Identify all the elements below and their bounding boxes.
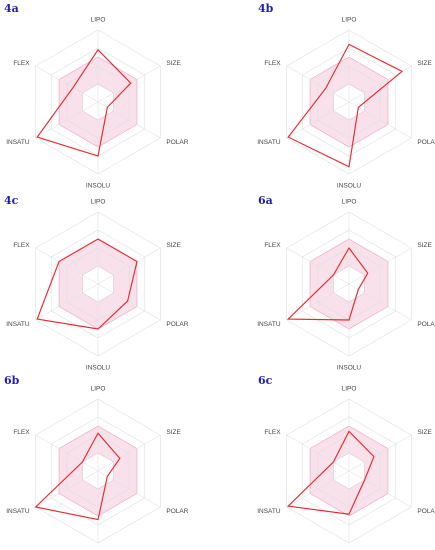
axis-label-lipo: LIPO <box>342 199 357 206</box>
axis-label-size: SIZE <box>166 242 181 249</box>
compound-profile-line <box>286 246 369 321</box>
axis-label-polar: POLAR <box>166 139 188 146</box>
axis-spoke <box>35 283 99 321</box>
axis-label-lipo: LIPO <box>342 17 357 24</box>
axis-label-lipo: LIPO <box>342 386 357 393</box>
axis-label-polar: POLAR <box>166 508 188 515</box>
axis-spoke <box>35 434 99 472</box>
axis-spoke <box>348 470 412 508</box>
radar-panel-4c: 4c LIPO SIZE POLAR INSOLU INSATU FLEX <box>4 194 189 372</box>
axis-spoke <box>35 65 99 103</box>
panel-title: 4c <box>4 194 19 207</box>
axis-label-insatu: INSATU <box>257 508 281 515</box>
axis-label-lipo: LIPO <box>91 386 106 393</box>
axis-spoke <box>286 65 350 103</box>
panel-title: 6c <box>258 374 273 387</box>
axis-label-insatu: INSATU <box>6 139 30 146</box>
axis-label-insatu: INSATU <box>6 508 30 515</box>
axis-label-insolu: INSOLU <box>337 365 362 372</box>
panel-title: 4b <box>258 2 274 15</box>
axis-label-size: SIZE <box>417 60 432 67</box>
compound-profile-line <box>36 48 132 157</box>
axis-spoke <box>97 247 161 285</box>
axis-spoke <box>35 101 99 139</box>
axis-spoke <box>286 283 350 321</box>
axis-label-flex: FLEX <box>264 429 281 436</box>
panel-title: 4a <box>4 2 19 15</box>
radar-panel-4b: 4b LIPO SIZE POLAR INSOLU INSATU FLEX <box>257 2 435 190</box>
axis-label-polar: POLAR <box>417 508 435 515</box>
axis-spoke <box>97 434 161 472</box>
panel-title: 6a <box>258 194 273 207</box>
axis-spoke <box>286 247 350 285</box>
axis-label-flex: FLEX <box>13 242 30 249</box>
axis-label-size: SIZE <box>166 429 181 436</box>
radar-panel-6b: 6bLIPOSIZEPOLARINSOLUINSATUFLEX <box>4 374 189 544</box>
axis-spoke <box>97 470 161 508</box>
axis-label-polar: POLAR <box>417 139 435 146</box>
axis-label-flex: FLEX <box>264 60 281 67</box>
axis-label-polar: POLAR <box>417 321 435 328</box>
axis-label-insolu: INSOLU <box>86 365 111 372</box>
axis-label-size: SIZE <box>166 60 181 67</box>
radar-panel-6c: 6cLIPOSIZEPOLARINSOLUINSATUFLEX <box>257 374 435 544</box>
axis-spoke <box>348 434 412 472</box>
axis-label-flex: FLEX <box>13 60 30 67</box>
axis-spoke <box>348 101 412 139</box>
axis-label-insatu: INSATU <box>257 321 281 328</box>
axis-label-flex: FLEX <box>264 242 281 249</box>
compound-profile-line <box>36 238 138 330</box>
axis-label-insolu: INSOLU <box>337 183 362 190</box>
axis-spoke <box>348 247 412 285</box>
axis-label-lipo: LIPO <box>91 199 106 206</box>
axis-spoke <box>97 283 161 321</box>
axis-label-insolu: INSOLU <box>86 183 111 190</box>
axis-label-size: SIZE <box>417 242 432 249</box>
axis-label-insatu: INSATU <box>6 321 30 328</box>
axis-spoke <box>97 101 161 139</box>
axis-spoke <box>348 283 412 321</box>
radar-panel-4a: 4a LIPO SIZE POLAR INSOLU INSATU FLEX <box>4 2 189 190</box>
compound-profile-line <box>287 43 404 168</box>
axis-spoke <box>35 247 99 285</box>
axis-label-lipo: LIPO <box>91 17 106 24</box>
axis-spoke <box>35 470 99 508</box>
axis-spoke <box>286 434 350 472</box>
compound-profile-line <box>286 430 375 515</box>
axis-label-flex: FLEX <box>13 429 30 436</box>
axis-spoke <box>286 470 350 508</box>
axis-label-size: SIZE <box>417 429 432 436</box>
axis-label-polar: POLAR <box>166 321 188 328</box>
axis-spoke <box>286 101 350 139</box>
radar-panel-6a: 6a LIPO SIZE POLAR INSOLU INSATU FLEX <box>257 194 435 372</box>
axis-label-insatu: INSATU <box>257 139 281 146</box>
compound-profile-line <box>34 432 121 521</box>
panel-title: 6b <box>4 374 20 387</box>
